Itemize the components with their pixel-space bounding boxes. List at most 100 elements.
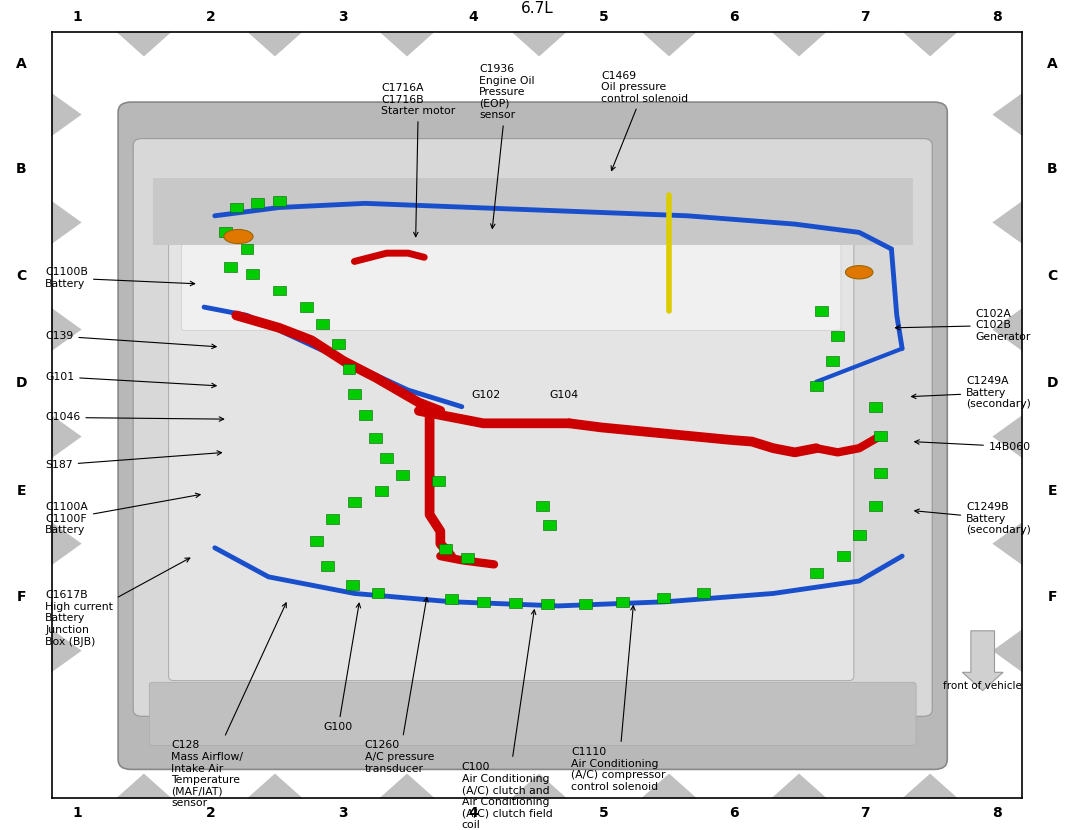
Bar: [332, 339, 345, 349]
FancyBboxPatch shape: [182, 209, 841, 330]
Bar: [380, 453, 393, 463]
Text: C139: C139: [45, 331, 216, 349]
Bar: [300, 302, 313, 312]
Polygon shape: [992, 629, 1022, 672]
Text: B: B: [16, 163, 27, 176]
Polygon shape: [247, 774, 303, 798]
FancyArrow shape: [962, 631, 1003, 691]
Text: A: A: [1047, 57, 1058, 71]
Text: 8: 8: [991, 10, 1002, 23]
Bar: [432, 476, 445, 486]
Text: 14B060: 14B060: [915, 440, 1031, 452]
Text: 1: 1: [72, 10, 83, 23]
Bar: [869, 402, 882, 412]
Bar: [321, 561, 334, 571]
Bar: [348, 389, 361, 399]
Bar: [541, 599, 554, 609]
Text: C: C: [16, 270, 27, 283]
Bar: [310, 536, 323, 546]
Polygon shape: [771, 32, 827, 56]
Bar: [153, 178, 913, 245]
Text: 2: 2: [205, 10, 216, 23]
Bar: [359, 410, 372, 420]
Text: 6: 6: [729, 10, 738, 23]
Text: G101: G101: [45, 372, 216, 388]
Text: F: F: [1048, 590, 1057, 603]
Text: C: C: [1047, 270, 1058, 283]
Text: 3: 3: [338, 10, 347, 23]
Bar: [346, 580, 359, 590]
Bar: [536, 501, 549, 511]
Polygon shape: [52, 93, 82, 136]
Bar: [810, 568, 823, 578]
Polygon shape: [771, 774, 827, 798]
Polygon shape: [52, 415, 82, 458]
Bar: [509, 598, 522, 608]
FancyBboxPatch shape: [149, 682, 916, 745]
Text: C1469
Oil pressure
control solenoid: C1469 Oil pressure control solenoid: [601, 71, 688, 171]
Bar: [869, 501, 882, 511]
Text: S187: S187: [45, 451, 221, 470]
Text: 4: 4: [468, 10, 479, 23]
Bar: [477, 597, 490, 607]
Bar: [445, 594, 458, 604]
Polygon shape: [992, 308, 1022, 351]
Text: 5: 5: [598, 807, 609, 820]
Bar: [343, 364, 355, 374]
Polygon shape: [992, 93, 1022, 136]
Polygon shape: [511, 774, 567, 798]
Text: 3: 3: [338, 807, 347, 820]
Polygon shape: [641, 774, 697, 798]
Polygon shape: [992, 201, 1022, 244]
Text: 5: 5: [598, 10, 609, 23]
Text: 6.7L: 6.7L: [521, 1, 553, 16]
Polygon shape: [511, 32, 567, 56]
Bar: [230, 203, 243, 212]
Bar: [543, 520, 556, 530]
Text: front of vehicle: front of vehicle: [943, 681, 1022, 691]
Polygon shape: [247, 32, 303, 56]
Bar: [326, 514, 339, 524]
Bar: [372, 588, 384, 598]
Text: G102: G102: [470, 390, 500, 400]
Bar: [348, 497, 361, 507]
Text: C1249B
Battery
(secondary): C1249B Battery (secondary): [915, 502, 1031, 535]
Bar: [616, 597, 629, 607]
Text: 6: 6: [729, 807, 738, 820]
FancyBboxPatch shape: [118, 102, 947, 769]
Text: C128
Mass Airflow/
Intake Air
Temperature
(MAF/IAT)
sensor: C128 Mass Airflow/ Intake Air Temperatur…: [171, 603, 287, 808]
Bar: [837, 551, 850, 561]
Ellipse shape: [845, 266, 873, 279]
Text: 2: 2: [205, 807, 216, 820]
Bar: [657, 593, 670, 603]
Text: C1046: C1046: [45, 413, 223, 422]
Text: C1936
Engine Oil
Pressure
(EOP)
sensor: C1936 Engine Oil Pressure (EOP) sensor: [479, 64, 535, 228]
Bar: [439, 544, 452, 554]
Text: E: E: [1048, 484, 1057, 497]
Text: G100: G100: [323, 603, 361, 732]
Text: G104: G104: [549, 390, 579, 400]
FancyBboxPatch shape: [133, 139, 932, 716]
Text: C1100B
Battery: C1100B Battery: [45, 267, 194, 289]
Bar: [246, 269, 259, 279]
Polygon shape: [52, 629, 82, 672]
Polygon shape: [641, 32, 697, 56]
Text: C100
Air Conditioning
(A/C) clutch and
Air Conditioning
(A/C) clutch field
coil: C100 Air Conditioning (A/C) clutch and A…: [462, 610, 552, 830]
Bar: [874, 431, 887, 441]
Bar: [810, 381, 823, 391]
Text: C1260
A/C pressure
transducer: C1260 A/C pressure transducer: [365, 598, 434, 774]
Bar: [224, 262, 237, 272]
Polygon shape: [116, 774, 172, 798]
Polygon shape: [379, 32, 435, 56]
Ellipse shape: [223, 230, 253, 244]
Bar: [874, 468, 887, 478]
Text: B: B: [1047, 163, 1058, 176]
Polygon shape: [902, 774, 958, 798]
FancyBboxPatch shape: [169, 208, 854, 681]
Text: E: E: [17, 484, 26, 497]
Text: F: F: [17, 590, 26, 603]
Text: C102A
C102B
Generator: C102A C102B Generator: [896, 309, 1031, 342]
Bar: [461, 553, 474, 563]
Bar: [273, 196, 286, 206]
Text: 1: 1: [72, 807, 83, 820]
